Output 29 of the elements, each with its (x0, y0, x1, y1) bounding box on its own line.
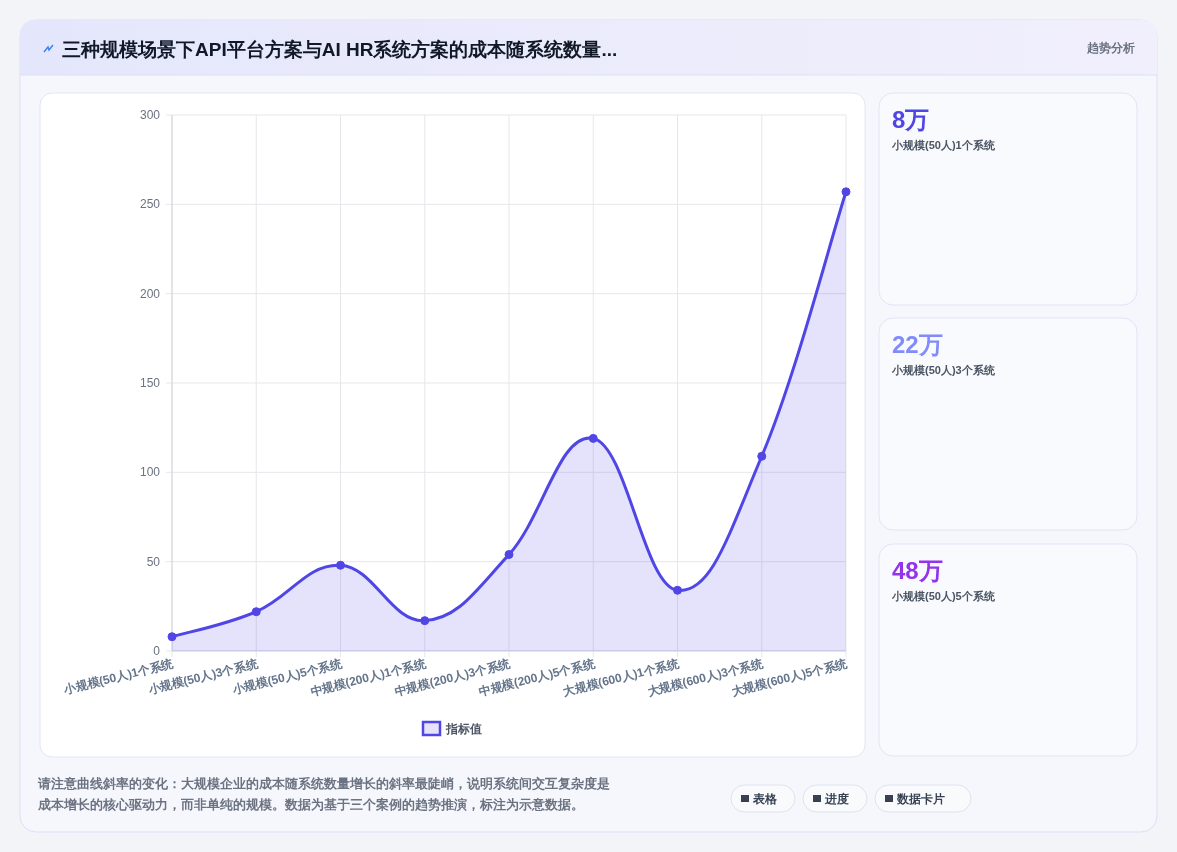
point (251, 607, 261, 617)
point (336, 560, 345, 570)
chip: 表格 (730, 784, 796, 813)
point (588, 433, 598, 443)
legend-label: 指标值 (445, 722, 482, 736)
text: 小规模(50人)3个系统 (891, 364, 996, 377)
point (757, 451, 767, 461)
text: 小规模(50人)5个系统 (891, 590, 996, 603)
y-tick-label: 200 (139, 286, 161, 301)
y-tick-label: 250 (139, 197, 161, 212)
chip: 进度 (802, 784, 868, 813)
chart-title: 三种规模场景下API平台方案与AI HR系统方案的成本随系统数量... (62, 39, 618, 60)
y-tick-label: 100 (139, 465, 161, 480)
point (420, 616, 430, 626)
text: 8万 (892, 106, 930, 133)
point (167, 632, 177, 642)
text: 请注意曲线斜率的变化：大规模企业的成本随系统数量增长的斜率最陡峭，说明系统间交互复杂度是成本增长的核心驱动力，而非单纯的规模。数据为基于三个案例的趋势推演，标注为示意数据。 (37, 776, 610, 812)
point (504, 550, 514, 560)
y-tick-label: 300 (139, 108, 161, 122)
text: 48万 (892, 557, 943, 584)
text: 小规模(50人)1个系统 (891, 139, 996, 152)
y-tick-label: 150 (139, 376, 161, 390)
y-tick-label: 0 (153, 644, 161, 658)
text: 22万 (892, 331, 943, 358)
y-tick-label: 50 (146, 554, 161, 569)
chip: 数据卡片 (874, 784, 972, 813)
point (841, 187, 851, 197)
text: 趋势分析 (1086, 41, 1135, 55)
point (673, 585, 682, 595)
